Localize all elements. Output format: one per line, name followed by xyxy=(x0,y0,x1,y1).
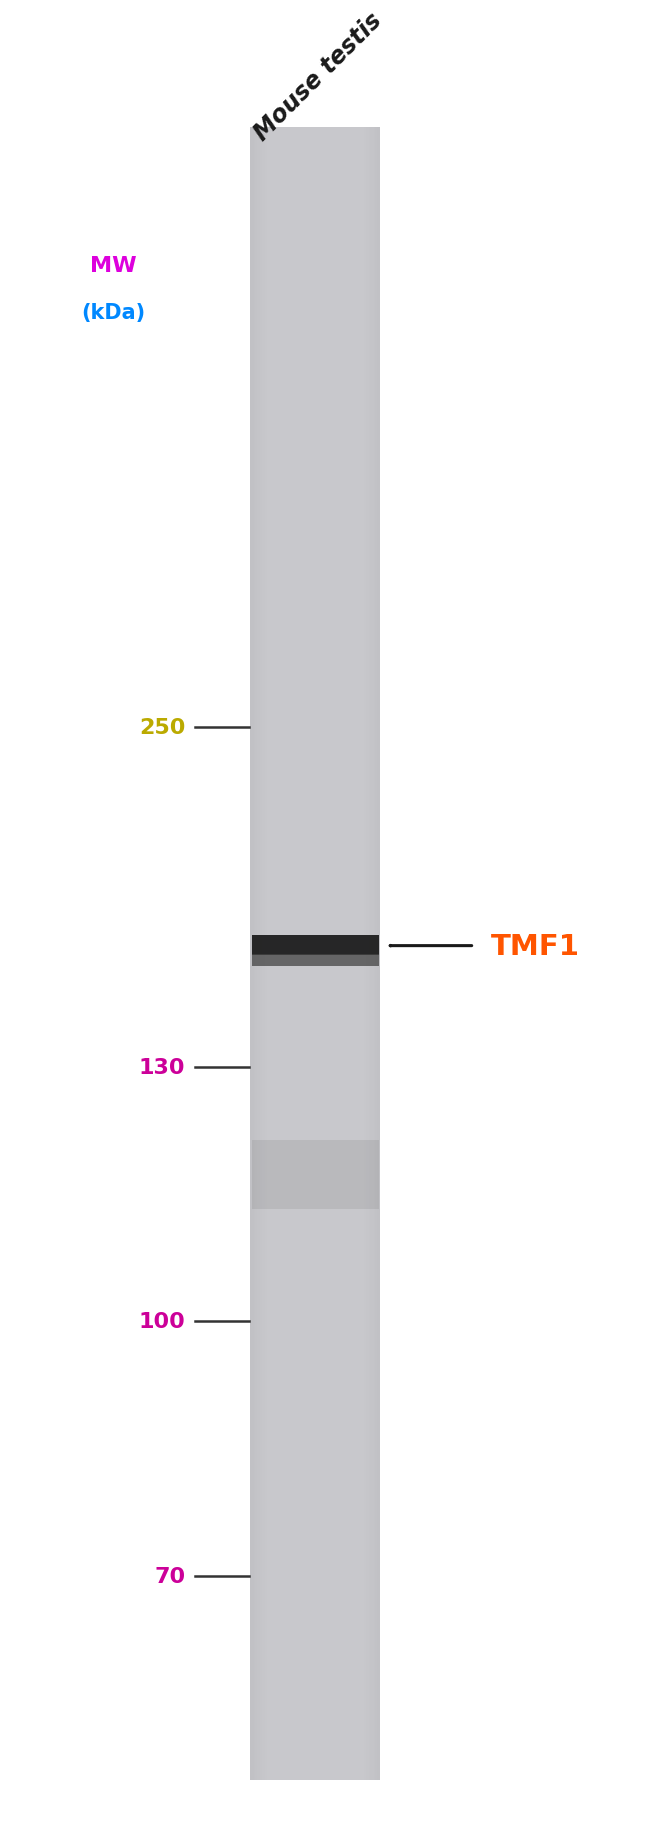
Text: (kDa): (kDa) xyxy=(82,302,146,322)
Text: 250: 250 xyxy=(139,718,185,738)
Text: Mouse testis: Mouse testis xyxy=(250,7,387,145)
Bar xyxy=(364,128,365,1781)
Bar xyxy=(372,128,374,1781)
Bar xyxy=(260,128,261,1781)
Bar xyxy=(369,128,370,1781)
Bar xyxy=(259,128,260,1781)
Bar xyxy=(257,128,259,1781)
Bar xyxy=(370,128,372,1781)
Bar xyxy=(365,128,367,1781)
Bar xyxy=(254,128,255,1781)
Text: 100: 100 xyxy=(138,1312,185,1332)
Bar xyxy=(252,128,254,1781)
Bar xyxy=(376,128,377,1781)
Bar xyxy=(250,128,252,1781)
Bar xyxy=(374,128,375,1781)
Text: 70: 70 xyxy=(154,1566,185,1587)
Bar xyxy=(252,1140,379,1209)
Bar xyxy=(255,128,257,1781)
Bar xyxy=(252,934,379,956)
Bar xyxy=(377,128,378,1781)
Bar xyxy=(263,128,265,1781)
Bar xyxy=(261,128,263,1781)
Bar xyxy=(265,128,266,1781)
Bar xyxy=(367,128,369,1781)
Bar xyxy=(250,128,380,1781)
Text: MW: MW xyxy=(90,256,137,277)
Text: TMF1: TMF1 xyxy=(491,932,580,960)
Bar xyxy=(378,128,380,1781)
Text: 130: 130 xyxy=(138,1057,185,1077)
Bar xyxy=(252,954,379,965)
